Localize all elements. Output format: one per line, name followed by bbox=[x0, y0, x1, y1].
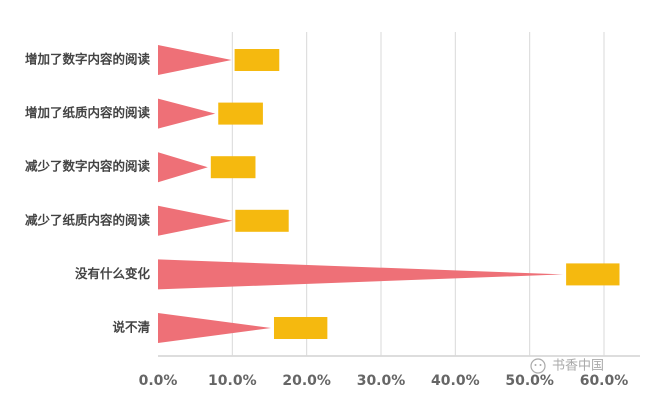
bar bbox=[158, 152, 208, 183]
x-tick-label: 10.0% bbox=[208, 373, 257, 389]
x-tick-label: 40.0% bbox=[431, 373, 480, 389]
value-label-box bbox=[218, 102, 263, 125]
bar bbox=[158, 259, 564, 290]
x-tick-label: 30.0% bbox=[357, 373, 406, 389]
y-tick-label: 说不清 bbox=[112, 320, 150, 335]
value-label-box bbox=[273, 317, 328, 339]
x-tick-label: 60.0% bbox=[580, 373, 629, 389]
x-tick-label: 50.0% bbox=[505, 373, 554, 389]
y-tick-label: 增加了纸质内容的阅读 bbox=[25, 105, 151, 120]
x-tick-label: 20.0% bbox=[282, 373, 331, 389]
bar bbox=[158, 313, 271, 343]
x-tick-label: 0.0% bbox=[139, 373, 178, 389]
watermark: 书香中国 bbox=[552, 359, 604, 374]
y-tick-label: 没有什么变化 bbox=[75, 266, 151, 281]
value-label-box bbox=[210, 156, 256, 179]
y-tick-label: 减少了纸质内容的阅读 bbox=[25, 212, 151, 227]
value-label-box bbox=[566, 263, 620, 286]
y-tick-label: 减少了数字内容的阅读 bbox=[25, 159, 151, 174]
value-label-box bbox=[235, 209, 289, 232]
y-tick-label: 增加了数字内容的阅读 bbox=[25, 52, 151, 67]
watermark-icon bbox=[530, 358, 546, 374]
bar bbox=[158, 98, 216, 129]
value-label-box bbox=[234, 49, 280, 71]
bar bbox=[158, 45, 232, 75]
bar bbox=[158, 205, 233, 236]
